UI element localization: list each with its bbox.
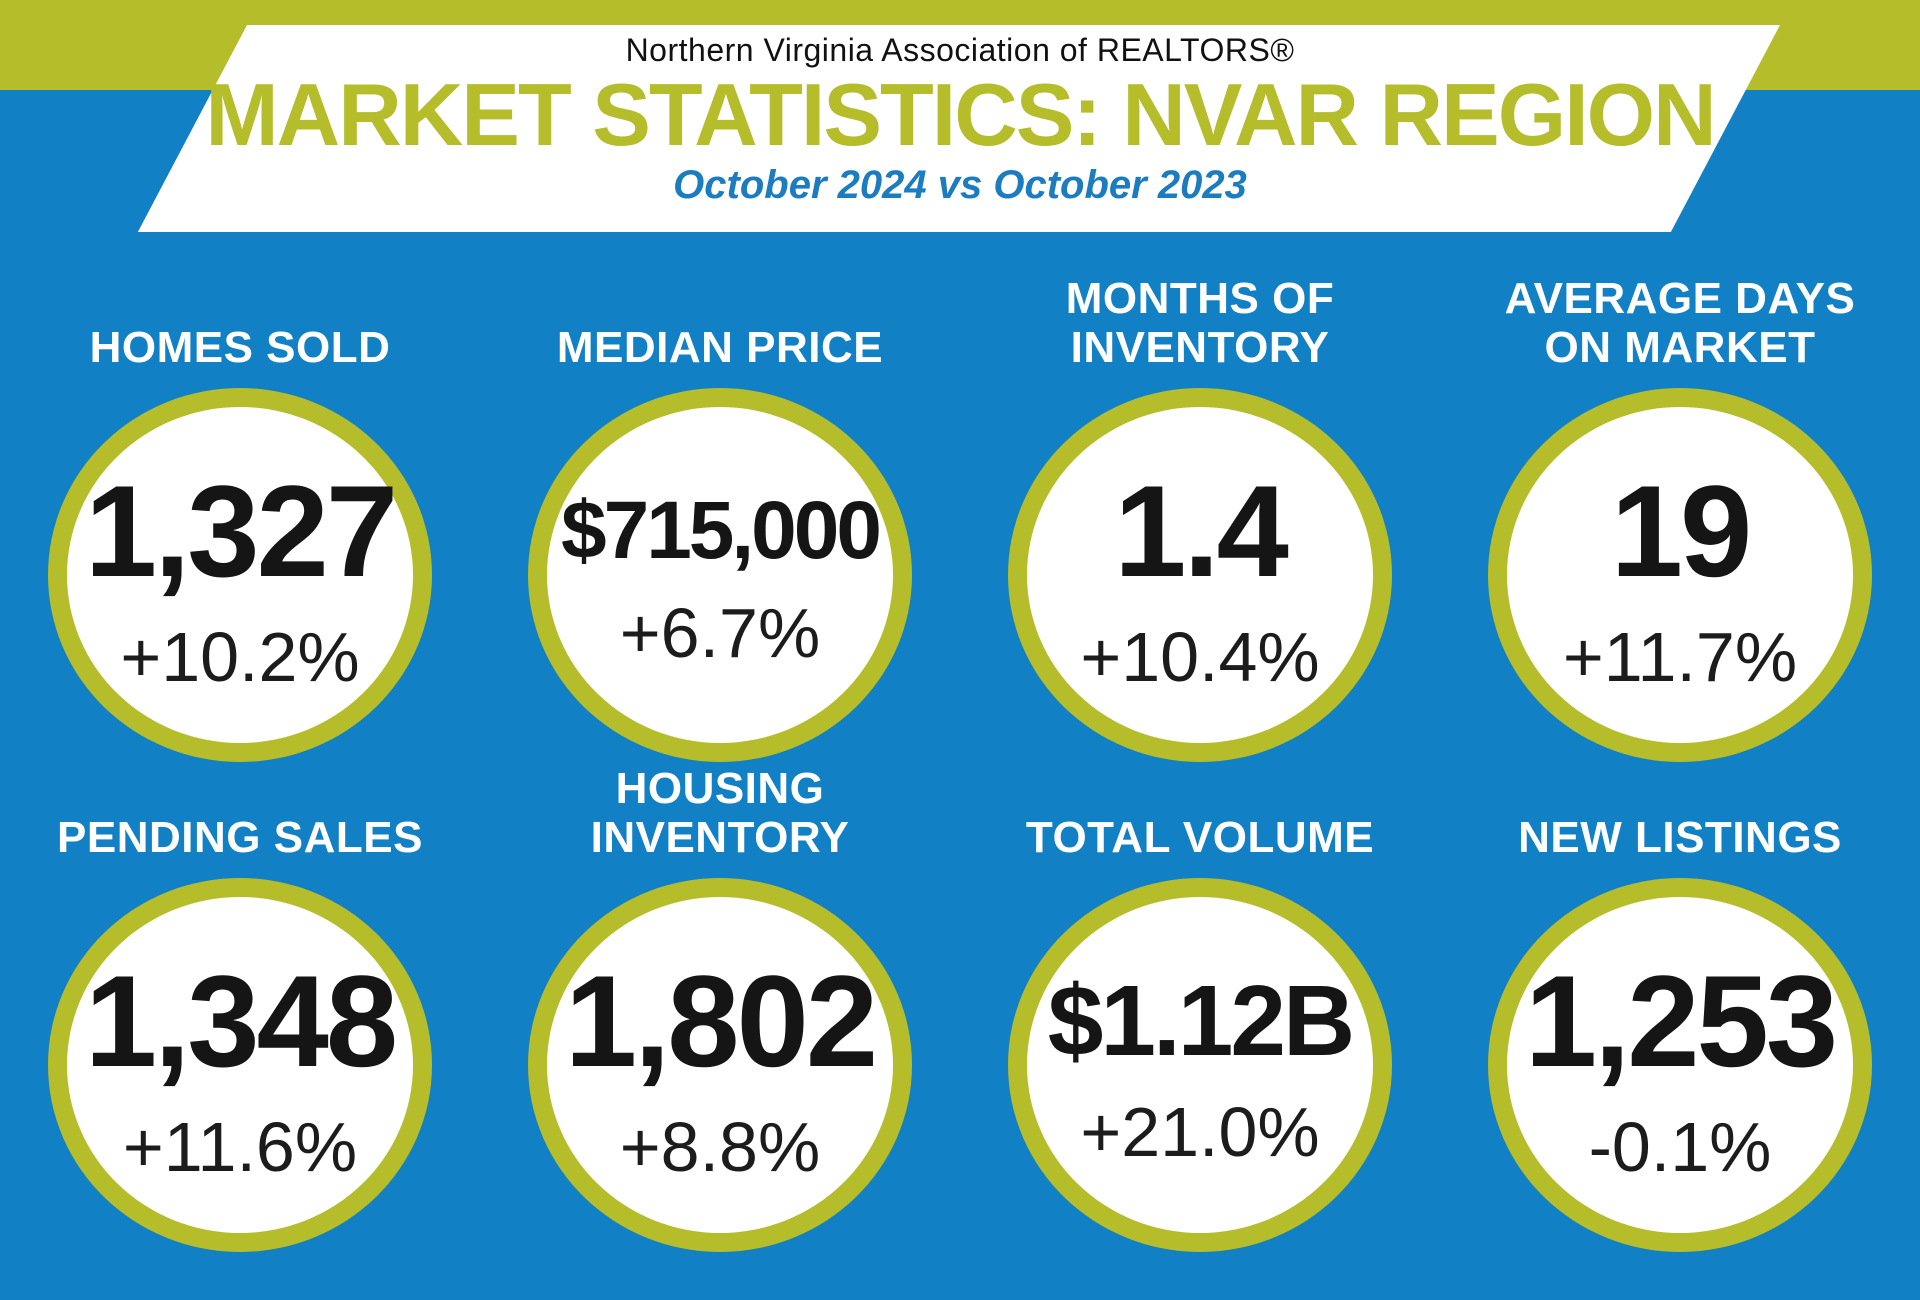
stats-row-1: HOMES SOLD 1,327 +10.2% MEDIAN PRICE $71… [0,248,1920,762]
stat-label: PENDING SALES [57,812,423,862]
stat-card-average-days-on-market: AVERAGE DAYS ON MARKET 19 +11.7% [1440,248,1920,762]
stat-change: +6.7% [619,594,821,672]
stat-change: +11.7% [1562,618,1798,696]
stat-value: $715,000 [560,485,882,576]
page-title: MARKET STATISTICS: NVAR REGION [205,65,1716,164]
stat-card-median-price: MEDIAN PRICE $715,000 +6.7% [480,248,960,762]
stat-change: -0.1% [1588,1108,1772,1186]
stat-label: NEW LISTINGS [1518,812,1842,862]
stat-label: HOUSING INVENTORY [590,764,850,862]
stat-card-months-of-inventory: MONTHS OF INVENTORY 1.4 +10.4% [960,248,1440,762]
stat-change: +8.8% [619,1108,821,1186]
stat-label: HOMES SOLD [89,322,391,372]
stat-value: 1,253 [1524,948,1838,1094]
stat-value: 1,327 [84,458,398,604]
stat-change: +10.4% [1080,618,1320,696]
stat-circle: 1,348 +11.6% [48,878,432,1252]
stat-label: MONTHS OF INVENTORY [1065,274,1335,372]
stat-card-total-volume: TOTAL VOLUME $1.12B +21.0% [960,778,1440,1252]
stat-label: MEDIAN PRICE [556,322,884,372]
stat-circle: 19 +11.7% [1488,388,1872,762]
stat-circle: 1,253 -0.1% [1488,878,1872,1252]
stat-card-housing-inventory: HOUSING INVENTORY 1,802 +8.8% [480,765,960,1252]
stat-change: +21.0% [1080,1093,1320,1171]
stat-circle: $715,000 +6.7% [528,388,912,762]
stat-label: AVERAGE DAYS ON MARKET [1504,274,1856,372]
stat-card-pending-sales: PENDING SALES 1,348 +11.6% [0,778,480,1252]
stats-row-2: PENDING SALES 1,348 +11.6% HOUSING INVEN… [0,765,1920,1252]
stat-value: 19 [1610,458,1753,604]
org-name: Northern Virginia Association of REALTOR… [625,32,1295,68]
banner: Northern Virginia Association of REALTOR… [0,25,1920,232]
stat-label: TOTAL VOLUME [1025,812,1375,862]
stat-value: $1.12B [1047,965,1355,1077]
stat-change: +10.2% [120,618,360,696]
stat-circle: 1,327 +10.2% [48,388,432,762]
stat-card-new-listings: NEW LISTINGS 1,253 -0.1% [1440,778,1920,1252]
stat-circle: 1.4 +10.4% [1008,388,1392,762]
stat-value: 1.4 [1114,458,1289,604]
stat-circle: $1.12B +21.0% [1008,878,1392,1252]
stat-card-homes-sold: HOMES SOLD 1,327 +10.2% [0,248,480,762]
stat-value: 1,802 [564,948,878,1094]
stat-circle: 1,802 +8.8% [528,878,912,1252]
stat-change: +11.6% [122,1108,358,1186]
stat-value: 1,348 [84,948,398,1094]
page-subtitle: October 2024 vs October 2023 [673,163,1247,207]
